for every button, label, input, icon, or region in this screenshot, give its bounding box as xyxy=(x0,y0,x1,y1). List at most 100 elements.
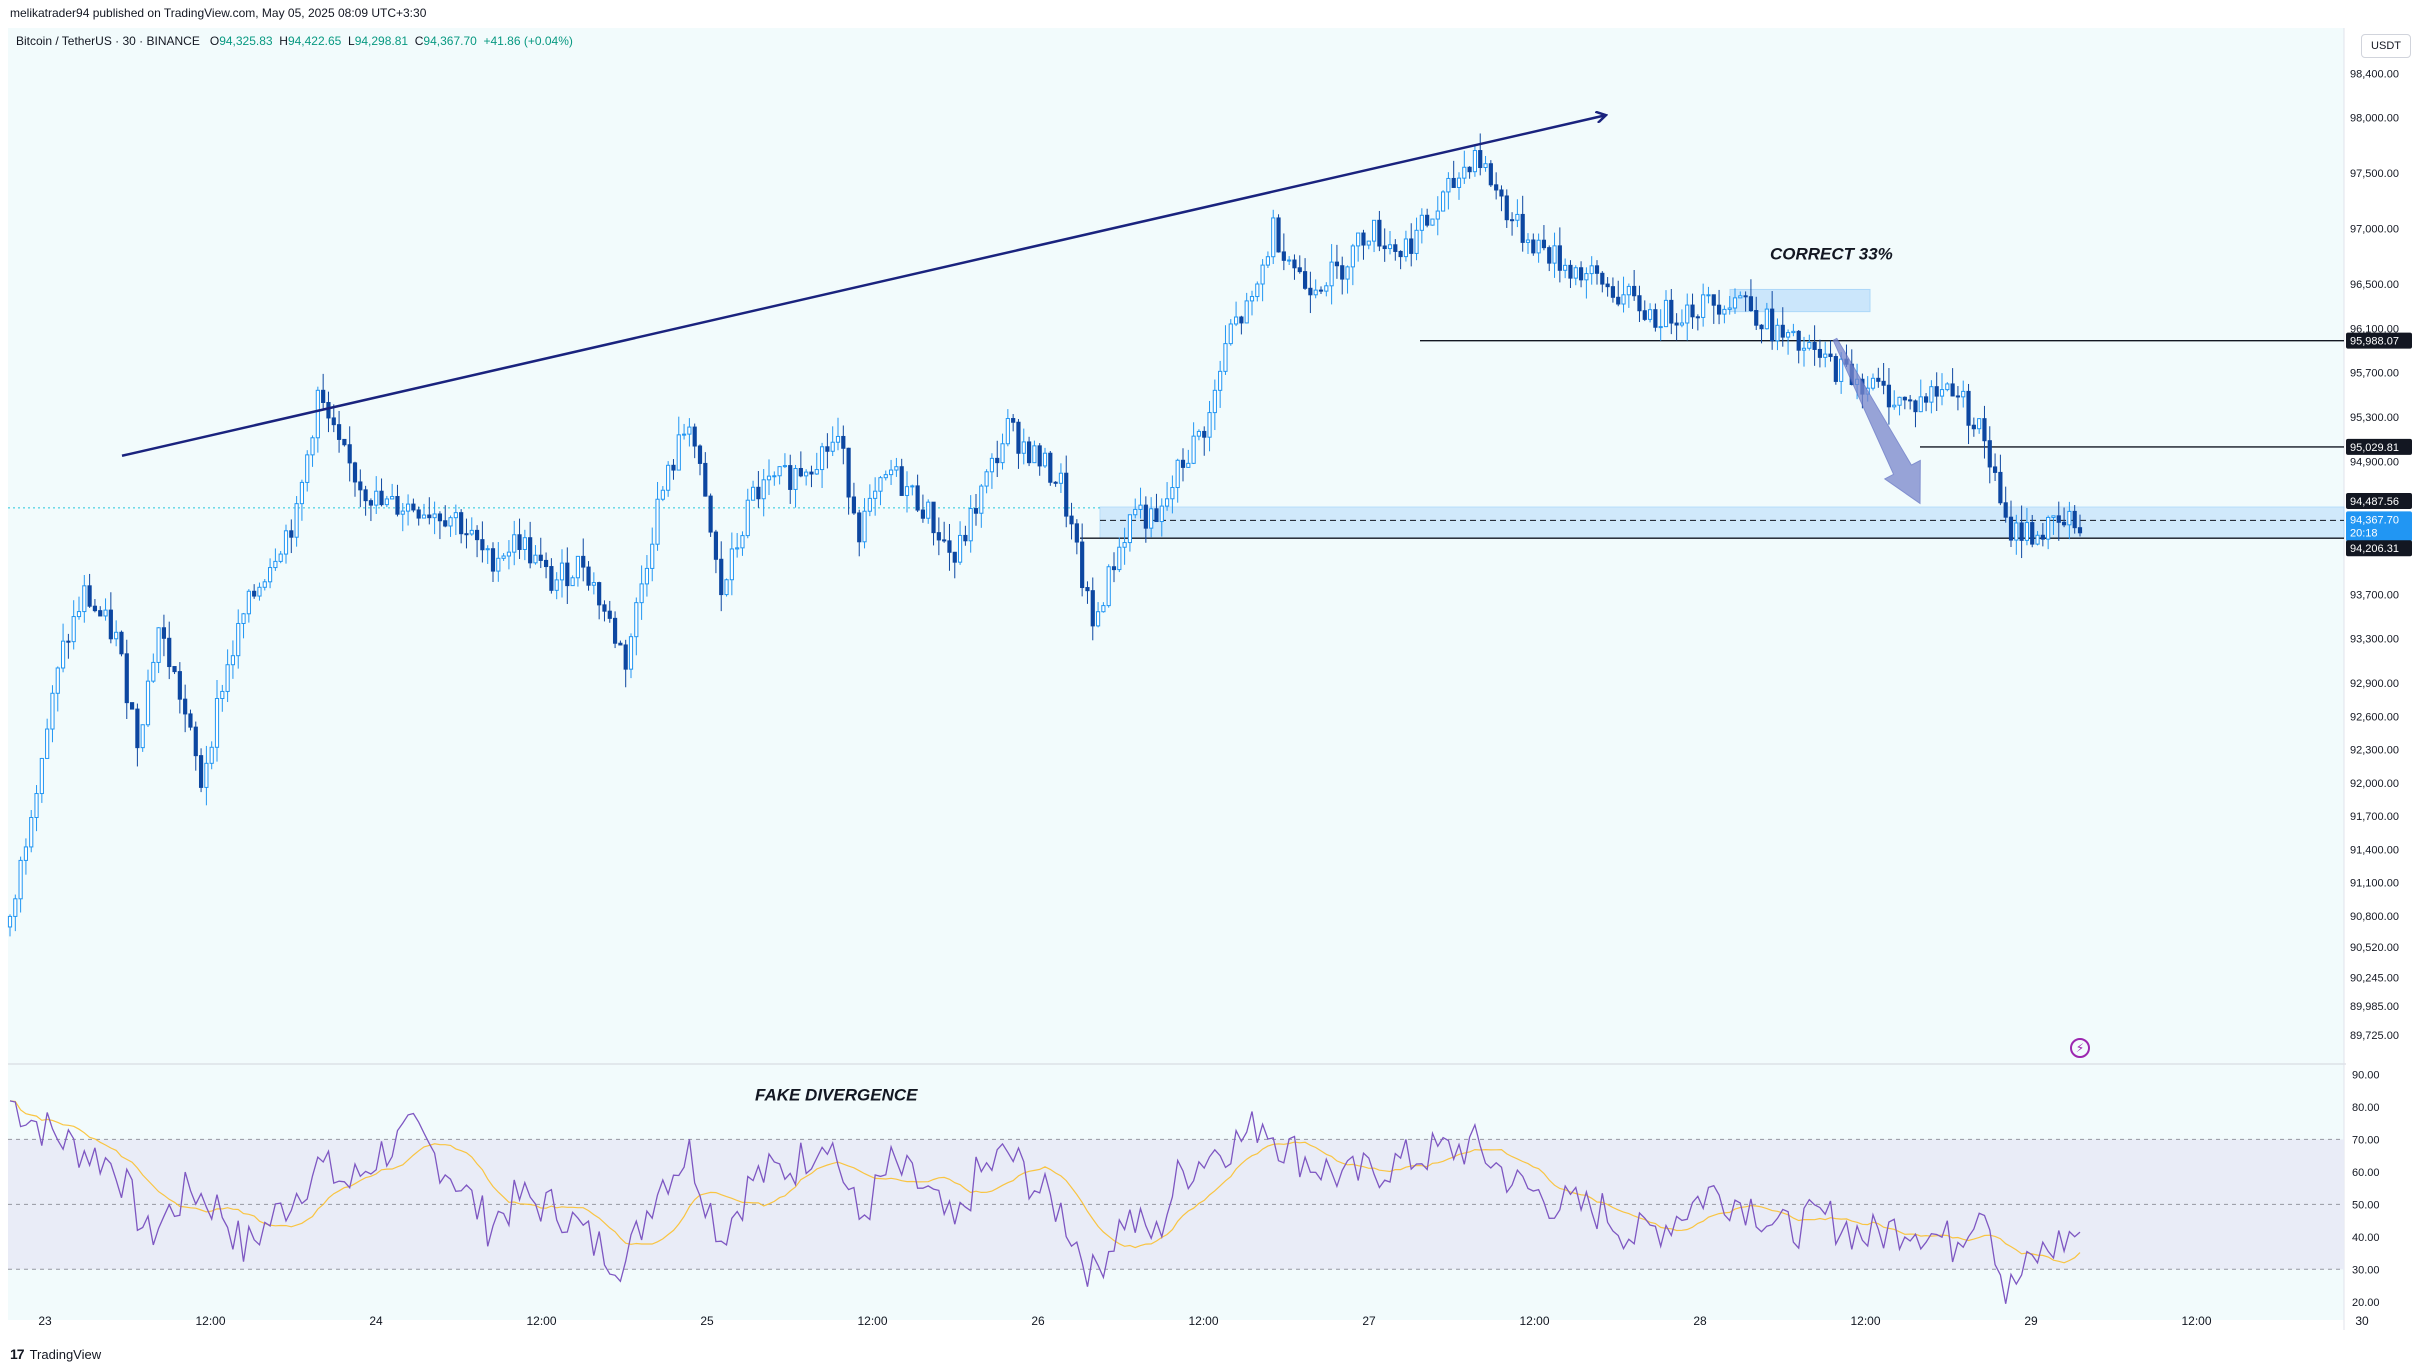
candle-body xyxy=(1302,271,1308,289)
candle-body xyxy=(1080,541,1085,589)
candle-body xyxy=(241,613,246,624)
candle-body xyxy=(1801,347,1807,351)
candle-body xyxy=(1016,421,1021,454)
candle-body xyxy=(368,500,374,506)
candle-body xyxy=(198,755,204,788)
candle-body xyxy=(979,485,984,514)
candle-body xyxy=(1393,244,1398,252)
candle-body xyxy=(1313,289,1318,296)
candle-body xyxy=(904,486,910,496)
candle-body xyxy=(936,532,941,541)
price-tick-label: 97,500.00 xyxy=(2350,168,2399,180)
candle-body xyxy=(230,655,236,666)
price-tick-label: 96,500.00 xyxy=(2350,279,2399,291)
candle-body xyxy=(1520,213,1525,243)
candle-body xyxy=(883,474,888,479)
price-level-badge xyxy=(2346,493,2412,510)
candle-body xyxy=(1371,219,1377,242)
candle-body xyxy=(400,510,405,515)
candle-body xyxy=(1202,430,1207,438)
candle-body xyxy=(108,609,113,640)
candle-body xyxy=(878,477,883,492)
candle-body xyxy=(1218,370,1223,391)
candle-body xyxy=(1106,566,1111,607)
candle-body xyxy=(708,495,713,533)
symbol-title[interactable]: Bitcoin / TetherUS · 30 · BINANCE xyxy=(16,34,200,48)
change-value: +41.86 (+0.04%) xyxy=(483,34,573,48)
main-pane-bg xyxy=(8,28,2344,1064)
candle-body xyxy=(1233,316,1239,325)
price-tick-label: 95,300.00 xyxy=(2350,412,2399,424)
candle-body xyxy=(172,666,177,673)
candle-body xyxy=(1504,195,1509,221)
candle-body xyxy=(957,534,963,563)
candle-body xyxy=(591,582,596,586)
candle-body xyxy=(634,602,639,638)
candle-body xyxy=(1387,244,1393,250)
candle-body xyxy=(177,671,182,700)
candle-body xyxy=(1382,245,1387,250)
correct-annotation: CORRECT 33% xyxy=(1770,245,1893,264)
candle-body xyxy=(942,539,947,542)
time-tick-label: 23 xyxy=(38,1314,52,1328)
rsi-ma-line xyxy=(9,1100,2081,1264)
candle-body xyxy=(1897,396,1902,406)
candle-body xyxy=(2003,502,2008,518)
candle-body xyxy=(405,503,411,512)
candle-body xyxy=(1934,386,1939,397)
drop-arrow xyxy=(1832,337,1921,505)
candle-countdown-label: 20:18 xyxy=(2350,527,2378,539)
candle-body xyxy=(485,548,490,551)
candle-body xyxy=(581,555,586,568)
candle-body xyxy=(819,446,825,471)
lightning-icon[interactable]: ⚡ xyxy=(2070,1038,2090,1058)
price-tick-label: 91,400.00 xyxy=(2350,844,2399,856)
rsi-tick-label: 90.00 xyxy=(2352,1069,2380,1081)
candle-body xyxy=(512,534,517,553)
candle-body xyxy=(2014,522,2019,541)
candle-body xyxy=(76,611,82,618)
candle-body xyxy=(1414,229,1419,254)
candle-body xyxy=(639,583,644,604)
candle-body xyxy=(1478,150,1483,169)
price-level-label: 94,487.56 xyxy=(2350,496,2399,508)
candle-body xyxy=(1265,256,1271,266)
time-tick-label: 25 xyxy=(700,1314,714,1328)
candle-body xyxy=(2051,515,2056,518)
candle-body xyxy=(453,512,458,519)
candle-body xyxy=(655,498,660,545)
candle-body xyxy=(294,503,299,538)
candle-body xyxy=(480,539,485,551)
candle-body xyxy=(2077,527,2083,534)
price-tick-label: 97,000.00 xyxy=(2350,223,2399,235)
candle-body xyxy=(342,438,347,446)
candle-body xyxy=(188,713,193,728)
candle-body xyxy=(1494,184,1499,191)
footer-brand[interactable]: 17 TradingView xyxy=(10,1346,101,1362)
candle-body xyxy=(867,497,872,512)
candle-body xyxy=(273,560,278,569)
candle-body xyxy=(692,426,697,447)
time-tick-label: 12:00 xyxy=(857,1314,887,1328)
candle-body xyxy=(50,692,55,730)
candle-body xyxy=(1716,304,1722,315)
candle-body xyxy=(857,512,862,543)
candle-body xyxy=(55,667,60,694)
candle-body xyxy=(835,435,841,443)
candle-body xyxy=(1536,239,1541,254)
candle-body xyxy=(1499,189,1504,197)
currency-button[interactable]: USDT xyxy=(2361,34,2411,58)
candle-body xyxy=(1483,163,1488,169)
candle-body xyxy=(931,501,936,534)
candle-body xyxy=(1992,466,1998,473)
candle-body xyxy=(724,579,729,596)
candle-body xyxy=(1446,177,1451,193)
candle-body xyxy=(379,490,384,506)
candle-body xyxy=(1759,324,1764,330)
candle-body xyxy=(703,462,708,497)
low-label: L xyxy=(348,34,355,48)
candle-body xyxy=(1573,267,1578,279)
candle-body xyxy=(1780,324,1785,338)
time-tick-label: 27 xyxy=(1362,1314,1376,1328)
